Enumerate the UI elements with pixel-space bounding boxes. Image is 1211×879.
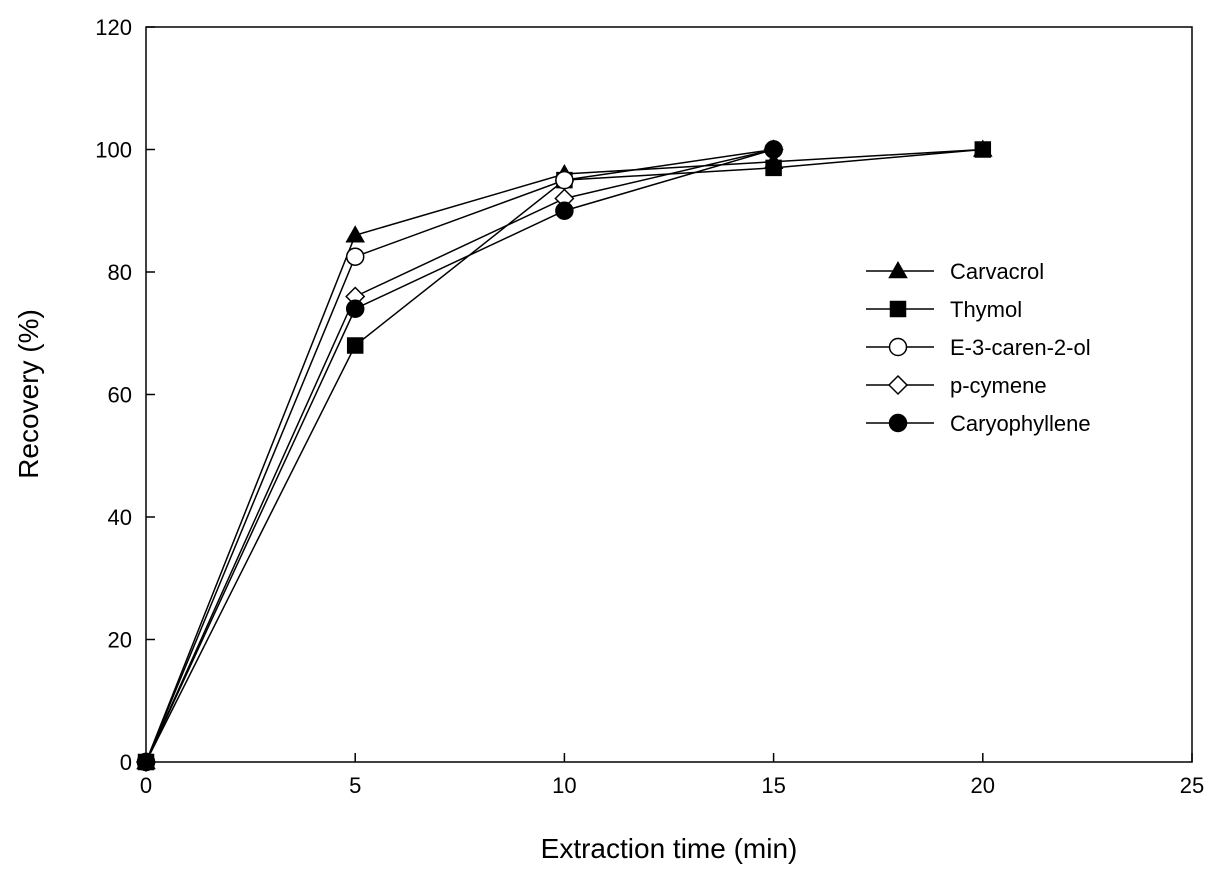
y-tick-label: 0 (120, 750, 132, 775)
y-tick-label: 40 (108, 505, 132, 530)
legend-marker (887, 374, 909, 396)
x-tick-label: 15 (761, 773, 785, 798)
legend-entry: E-3-caren-2-ol (866, 335, 1091, 360)
legend-label: Carvacrol (950, 259, 1044, 284)
x-tick-label: 5 (349, 773, 361, 798)
legend-label: p-cymene (950, 373, 1047, 398)
series-3 (135, 139, 784, 773)
data-point (555, 201, 574, 220)
series-line (145, 148, 983, 763)
x-tick-label: 0 (140, 773, 152, 798)
data-point (765, 159, 782, 177)
y-tick-label: 60 (108, 383, 132, 408)
x-tick-label: 25 (1180, 773, 1204, 798)
legend-entry: Caryophyllene (866, 411, 1091, 436)
series-line (145, 148, 983, 763)
legend-entry: Carvacrol (866, 259, 1044, 284)
legend-label: Thymol (950, 297, 1022, 322)
data-point (764, 140, 783, 159)
x-tick-label: 20 (971, 773, 995, 798)
series-line (145, 148, 774, 763)
legend-marker (888, 260, 908, 279)
series-layer (135, 139, 993, 773)
y-tick-label: 120 (95, 15, 132, 40)
x-tick-label: 10 (552, 773, 576, 798)
legend-entry: Thymol (866, 297, 1022, 322)
legend-marker (889, 300, 907, 318)
data-point (346, 337, 364, 354)
y-axis-title: Recovery (%) (13, 309, 44, 479)
legend-entry: p-cymene (866, 373, 1047, 398)
data-point (345, 247, 365, 266)
data-point (974, 141, 992, 158)
series-line (145, 148, 774, 763)
series-line (145, 148, 774, 763)
legend: Carvacrol Thymol E-3-caren-2-ol p-cymene Car… (866, 259, 1091, 436)
legend-label: Caryophyllene (950, 411, 1091, 436)
series-1 (137, 141, 992, 771)
data-point (345, 299, 365, 318)
legend-label: E-3-caren-2-ol (950, 335, 1091, 360)
y-tick-label: 20 (108, 628, 132, 653)
series-4 (136, 140, 783, 772)
series-2 (136, 140, 783, 772)
legend-marker (888, 337, 908, 357)
legend-marker (888, 413, 908, 433)
data-point (136, 752, 156, 772)
y-tick-label: 100 (95, 138, 132, 163)
series-0 (136, 139, 993, 770)
data-point (345, 225, 365, 243)
y-tick-label: 80 (108, 260, 132, 285)
data-point (555, 170, 574, 190)
x-axis-title: Extraction time (min) (541, 833, 798, 864)
axis-ticks: 0 5 10 15 20 25 0 20 40 60 80 100 120 (95, 15, 1204, 798)
